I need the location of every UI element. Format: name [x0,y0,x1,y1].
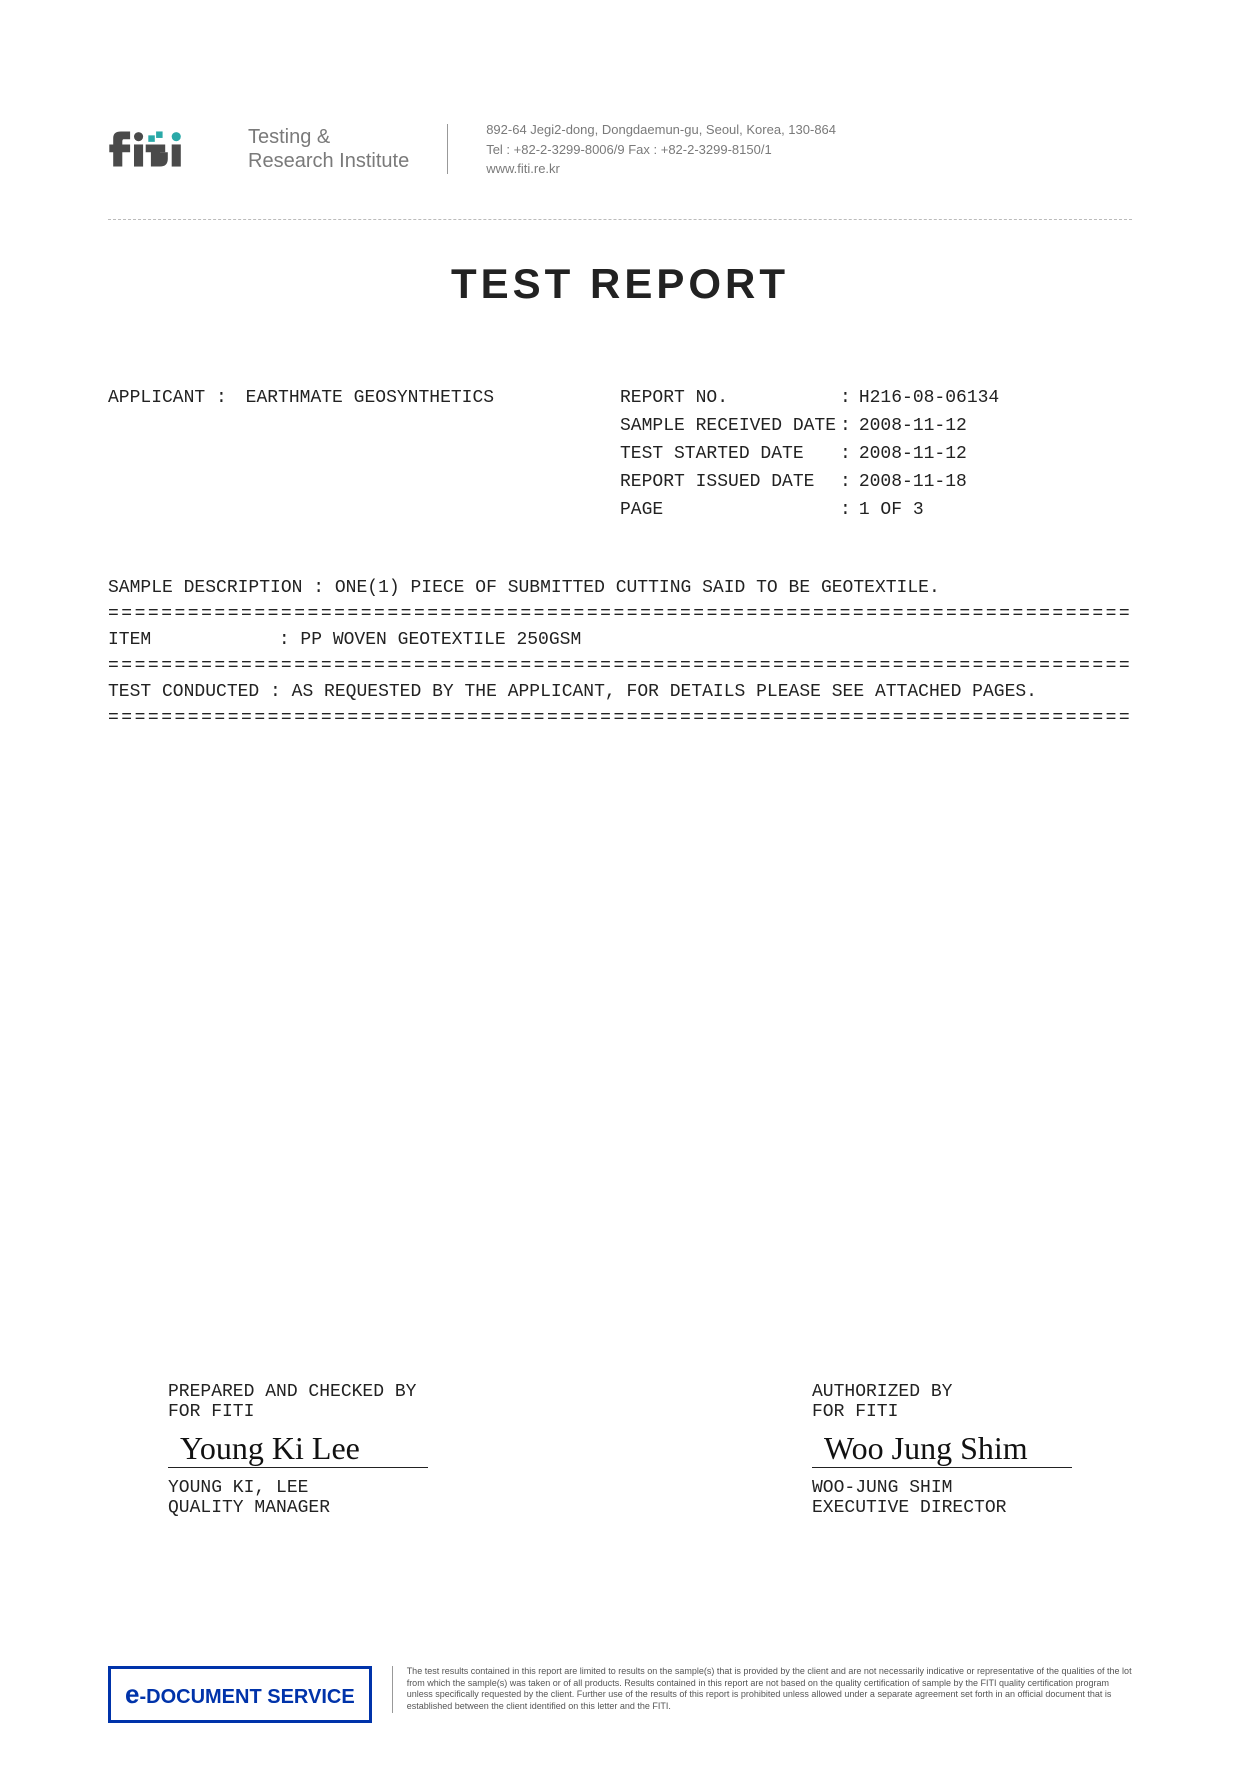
report-meta-block: REPORT NO. : H216-08-06134 SAMPLE RECEIV… [620,388,1132,528]
prepared-line1: PREPARED AND CHECKED BY [168,1382,428,1402]
prepared-signature-block: PREPARED AND CHECKED BY FOR FITI Young K… [168,1382,428,1518]
authorized-line2: FOR FITI [812,1402,1072,1422]
org-line2: Research Institute [248,149,409,173]
authorized-title: EXECUTIVE DIRECTOR [812,1498,1072,1518]
issued-label: REPORT ISSUED DATE [620,472,840,492]
item-label: ITEM [108,630,268,650]
header-dashed-line [108,219,1132,220]
org-line1: Testing & [248,125,409,149]
prepared-title: QUALITY MANAGER [168,1498,428,1518]
signature-section: PREPARED AND CHECKED BY FOR FITI Young K… [108,1382,1132,1518]
started-row: TEST STARTED DATE : 2008-11-12 [620,444,1132,464]
received-label: SAMPLE RECEIVED DATE [620,416,840,436]
page-value: 1 OF 3 [859,500,924,520]
divider-line: ========================================… [108,708,1132,728]
started-value: 2008-11-12 [859,444,967,464]
page-row: PAGE : 1 OF 3 [620,500,1132,520]
header: Testing & Research Institute 892-64 Jegi… [108,120,1132,179]
test-conducted-label: TEST CONDUCTED [108,682,259,702]
prepared-name: YOUNG KI, LEE [168,1478,428,1498]
received-value: 2008-11-12 [859,416,967,436]
received-row: SAMPLE RECEIVED DATE : 2008-11-12 [620,416,1132,436]
footer: e-DOCUMENT SERVICE The test results cont… [108,1666,1132,1723]
authorized-name: WOO-JUNG SHIM [812,1478,1072,1498]
prepared-line2: FOR FITI [168,1402,428,1422]
authorized-signature-icon: Woo Jung Shim [812,1422,1072,1467]
footer-disclaimer: The test results contained in this repor… [392,1666,1132,1713]
issued-value: 2008-11-18 [859,472,967,492]
prepared-signature-icon: Young Ki Lee [168,1422,428,1467]
authorized-signature-block: AUTHORIZED BY FOR FITI Woo Jung Shim WOO… [812,1382,1072,1518]
sample-desc-value: ONE(1) PIECE OF SUBMITTED CUTTING SAID T… [335,578,940,598]
report-no-label: REPORT NO. [620,388,840,408]
applicant-block: APPLICANT : EARTHMATE GEOSYNTHETICS [108,388,620,528]
prepared-sig-line: Young Ki Lee [168,1422,428,1468]
started-label: TEST STARTED DATE [620,444,840,464]
applicant-label: APPLICANT [108,388,205,408]
info-top: APPLICANT : EARTHMATE GEOSYNTHETICS REPO… [108,388,1132,528]
contact-info: 892-64 Jegi2-dong, Dongdaemun-gu, Seoul,… [486,120,836,179]
authorized-line1: AUTHORIZED BY [812,1382,1072,1402]
item-value: PP WOVEN GEOTEXTILE 250GSM [300,630,581,650]
edoc-e-icon: e [125,1679,139,1709]
page-label: PAGE [620,500,840,520]
contact-phone: Tel : +82-2-3299-8006/9 Fax : +82-2-3299… [486,140,836,160]
item-row: ITEM : PP WOVEN GEOTEXTILE 250GSM [108,630,1132,650]
contact-address: 892-64 Jegi2-dong, Dongdaemun-gu, Seoul,… [486,120,836,140]
sample-desc-label: SAMPLE DESCRIPTION [108,578,302,598]
divider-line: ========================================… [108,656,1132,676]
edoc-text: -DOCUMENT SERVICE [139,1686,354,1708]
page-title: TEST REPORT [108,260,1132,308]
sample-description-row: SAMPLE DESCRIPTION : ONE(1) PIECE OF SUB… [108,578,1132,598]
header-divider [447,124,448,174]
test-conducted-row: TEST CONDUCTED : AS REQUESTED BY THE APP… [108,682,1132,702]
edoc-badge: e-DOCUMENT SERVICE [108,1666,372,1723]
org-name: Testing & Research Institute [248,125,409,173]
contact-web: www.fiti.re.kr [486,159,836,179]
colon-sep: : [216,388,238,408]
divider-line: ========================================… [108,604,1132,624]
fiti-logo-icon [108,124,238,174]
applicant-value: EARTHMATE GEOSYNTHETICS [246,388,494,408]
issued-row: REPORT ISSUED DATE : 2008-11-18 [620,472,1132,492]
test-conducted-value: AS REQUESTED BY THE APPLICANT, FOR DETAI… [292,682,1037,702]
logo-block: Testing & Research Institute [108,124,409,174]
authorized-sig-line: Woo Jung Shim [812,1422,1072,1468]
report-no-row: REPORT NO. : H216-08-06134 [620,388,1132,408]
report-no-value: H216-08-06134 [859,388,999,408]
